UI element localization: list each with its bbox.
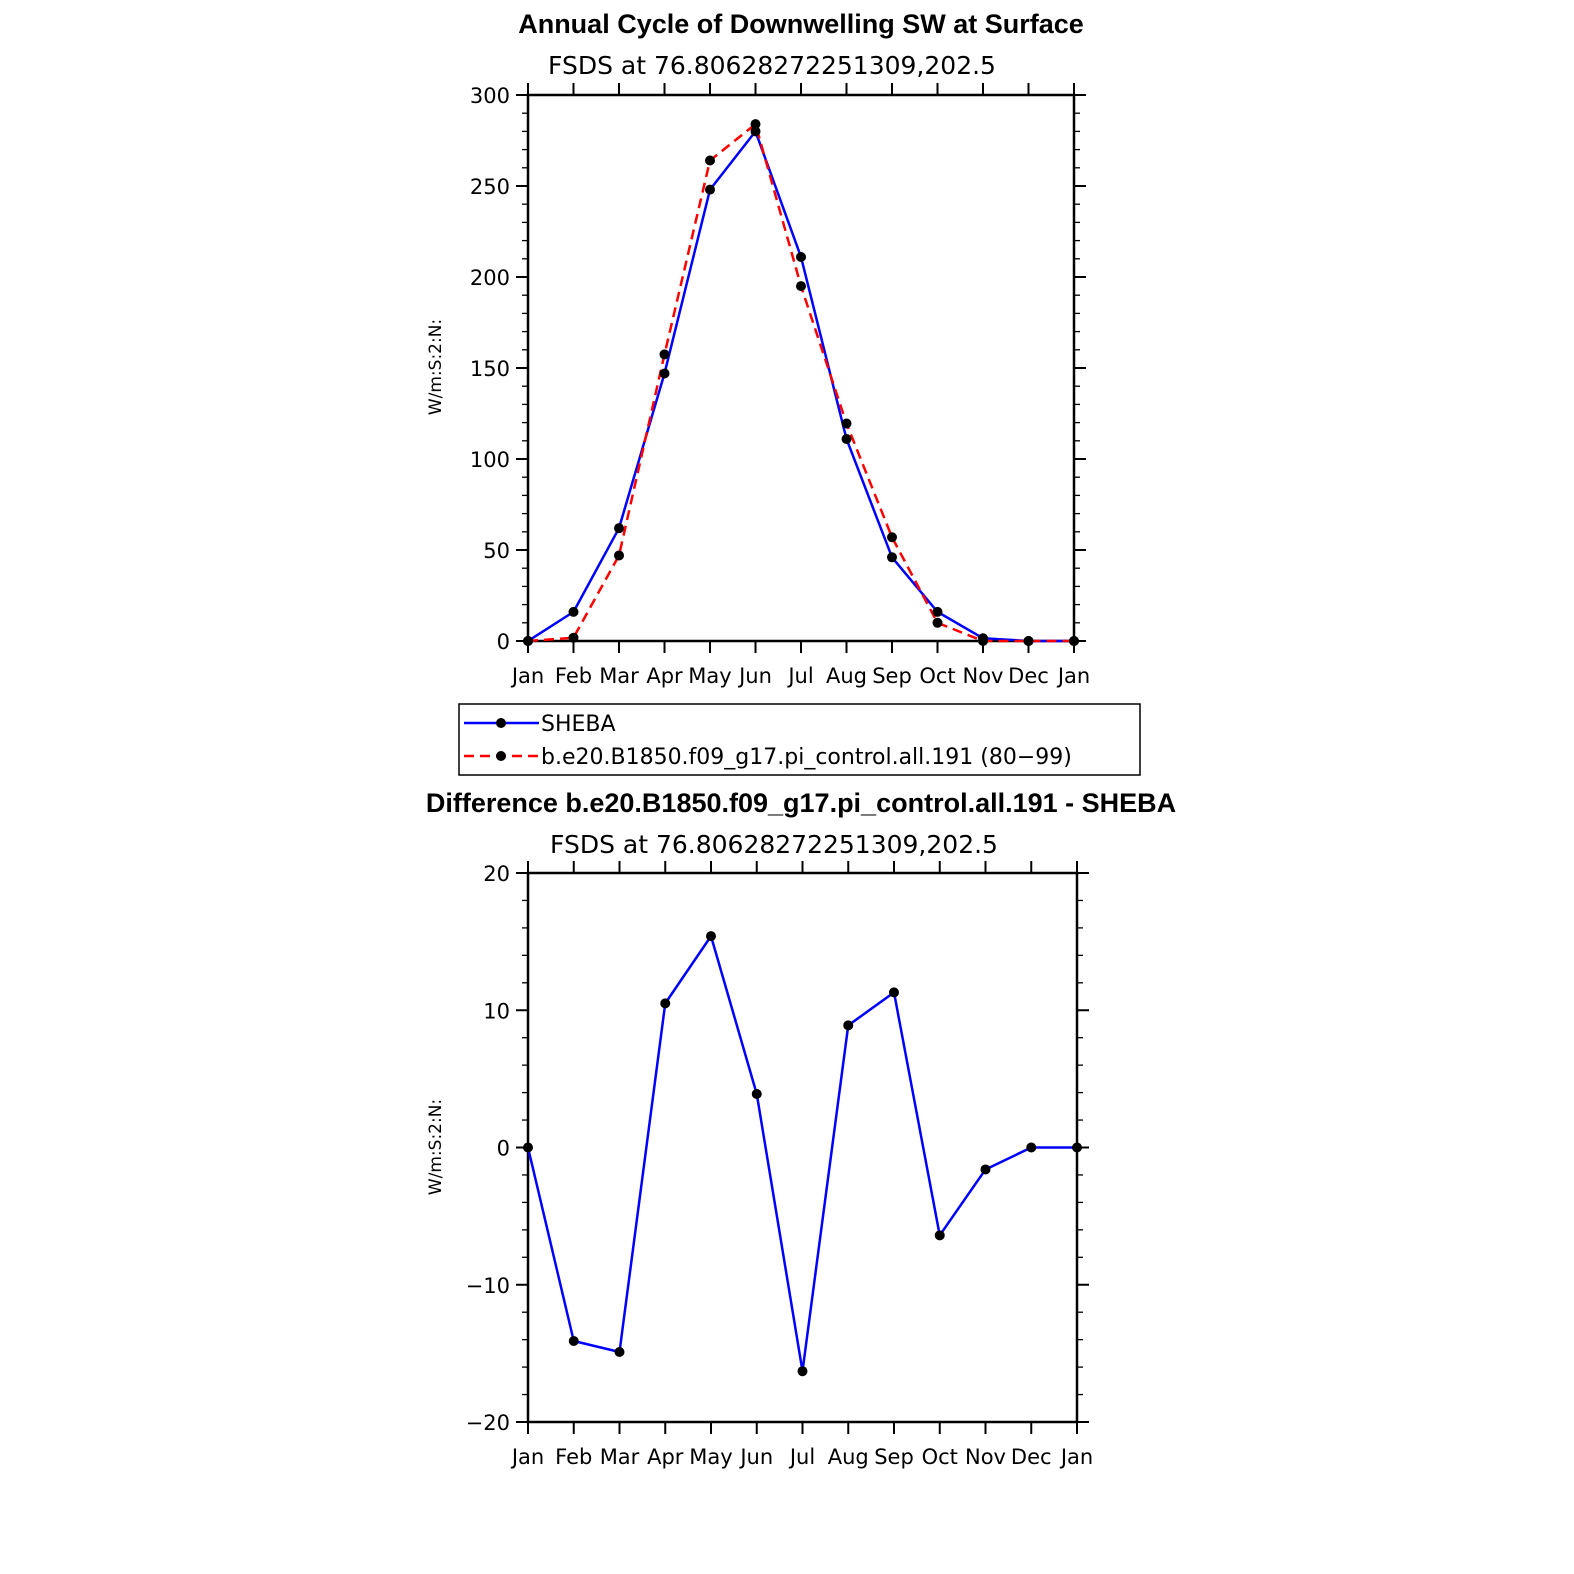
data-point (932, 617, 943, 628)
data-point (750, 119, 761, 130)
x-tick-label: Jul (786, 664, 813, 688)
data-point (706, 931, 716, 942)
x-tick-label: Jan (510, 664, 544, 688)
x-tick-label: Dec (1011, 1445, 1052, 1469)
data-point (659, 349, 670, 360)
y-tick-label: 50 (483, 539, 510, 563)
y-tick-label: 0 (497, 630, 510, 654)
data-point (523, 636, 533, 646)
x-tick-label: Mar (599, 664, 639, 688)
x-tick-label: Nov (965, 1445, 1006, 1469)
y-tick-label: 20 (483, 862, 510, 886)
data-point (887, 532, 897, 543)
legend-model-label: b.e20.B1850.f09_g17.pi_control.all.191 (… (541, 745, 1072, 770)
legend-box (458, 703, 1141, 776)
x-tick-label: Sep (872, 664, 912, 688)
chart-subtitle: FSDS at 76.80628272251309,202.5 (548, 51, 996, 80)
data-point (614, 523, 624, 534)
x-tick-label: Jan (510, 1445, 544, 1469)
y-tick-label: 100 (470, 448, 510, 472)
chart-title: Annual Cycle of Downwelling SW at Surfac… (518, 9, 1084, 39)
data-point (659, 368, 670, 379)
data-point (796, 251, 806, 262)
data-point (1023, 636, 1034, 646)
annual-cycle-panel: Annual Cycle of Downwelling SW at Surfac… (426, 9, 1090, 688)
plot-frame (526, 871, 1079, 1424)
data-point (1026, 1142, 1037, 1153)
y-tick-label: 10 (483, 999, 510, 1023)
y-axis-label: W/m:S:2:N: (426, 319, 446, 415)
data-point (705, 155, 715, 166)
data-point (843, 1020, 854, 1031)
x-tick-label: Jun (738, 1445, 773, 1469)
data-point (614, 1347, 625, 1358)
data-point (934, 1230, 945, 1241)
x-tick-label: Dec (1008, 664, 1049, 688)
x-tick-label: Oct (919, 664, 955, 688)
data-point (978, 636, 988, 646)
plot-frame (526, 93, 1076, 643)
chart-subtitle: FSDS at 76.80628272251309,202.5 (550, 830, 998, 859)
x-tick-label: Nov (963, 664, 1004, 688)
data-point (523, 1142, 533, 1153)
x-tick-label: Aug (828, 1445, 869, 1469)
y-tick-label: 300 (470, 84, 510, 108)
series-points (523, 931, 1082, 1377)
series-lines (526, 934, 1077, 1373)
data-point (1072, 1142, 1082, 1153)
series-points (523, 119, 1079, 646)
x-tick-label: Aug (826, 664, 867, 688)
data-point (750, 126, 761, 137)
x-tick-label: May (689, 1445, 732, 1469)
series-line-0 (527, 130, 1074, 643)
y-tick-label: 0 (497, 1137, 510, 1161)
data-point (889, 987, 899, 998)
y-axis-label: W/m:S:2:N: (426, 1099, 446, 1195)
data-point (841, 433, 852, 444)
series-lines (527, 122, 1074, 643)
legend-sheba-marker (496, 718, 506, 728)
data-point (887, 552, 897, 563)
y-tick-label: 200 (470, 266, 510, 290)
x-tick-label: Jul (788, 1445, 815, 1469)
y-tick-label: 250 (470, 175, 510, 199)
x-tick-label: Jun (737, 664, 772, 688)
data-point (1069, 636, 1079, 646)
x-tick-label: Jan (1056, 664, 1090, 688)
plot-axes: Jan Feb Mar Apr May Jun Jul Aug Sep Oct Nov Dec Jan−… (466, 861, 1093, 1469)
data-point (614, 550, 624, 561)
difference-panel: Difference b.e20.B1850.f09_g17.pi_contro… (426, 788, 1176, 1469)
x-tick-label: Mar (600, 1445, 640, 1469)
legend-sheba-label: SHEBA (541, 712, 616, 737)
data-point (797, 1366, 808, 1377)
y-tick-label: −20 (466, 1411, 510, 1435)
x-tick-label: Jan (1059, 1445, 1093, 1469)
data-point (568, 632, 579, 643)
legend: SHEBA b.e20.B1850.f09_g17.pi_control.all… (458, 703, 1141, 776)
x-tick-label: Sep (874, 1445, 914, 1469)
legend-model-marker (496, 751, 506, 761)
data-point (705, 184, 715, 195)
data-point (660, 998, 671, 1009)
x-tick-label: Apr (646, 664, 683, 688)
plot-axes: Jan Feb Mar Apr May Jun Jul Aug Sep Oct Nov Dec Jan0… (470, 83, 1090, 688)
data-point (568, 1336, 579, 1347)
x-tick-label: Oct (922, 1445, 958, 1469)
y-tick-label: −10 (466, 1274, 510, 1298)
y-tick-label: 150 (470, 357, 510, 381)
data-point (568, 606, 579, 617)
data-point (932, 606, 943, 617)
x-tick-label: Feb (555, 1445, 592, 1469)
x-tick-label: Feb (555, 664, 592, 688)
series-line-1 (527, 122, 1074, 643)
x-tick-label: Apr (647, 1445, 684, 1469)
chart-title: Difference b.e20.B1850.f09_g17.pi_contro… (426, 788, 1176, 818)
data-point (796, 281, 806, 292)
x-tick-label: May (688, 664, 731, 688)
series-line-0 (526, 934, 1077, 1373)
data-point (841, 418, 852, 429)
data-point (980, 1164, 991, 1175)
data-point (751, 1088, 762, 1099)
